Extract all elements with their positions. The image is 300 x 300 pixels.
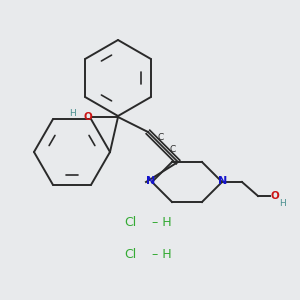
Text: H: H: [279, 200, 285, 208]
Text: O: O: [84, 112, 92, 122]
Text: Cl: Cl: [124, 215, 136, 229]
Text: H: H: [69, 110, 75, 118]
Text: N: N: [218, 176, 228, 186]
Text: – H: – H: [148, 215, 172, 229]
Text: O: O: [271, 191, 279, 201]
Text: Cl: Cl: [124, 248, 136, 262]
Text: – H: – H: [148, 248, 172, 262]
Text: N: N: [146, 176, 156, 186]
Text: C: C: [158, 133, 164, 142]
Text: C: C: [170, 145, 176, 154]
